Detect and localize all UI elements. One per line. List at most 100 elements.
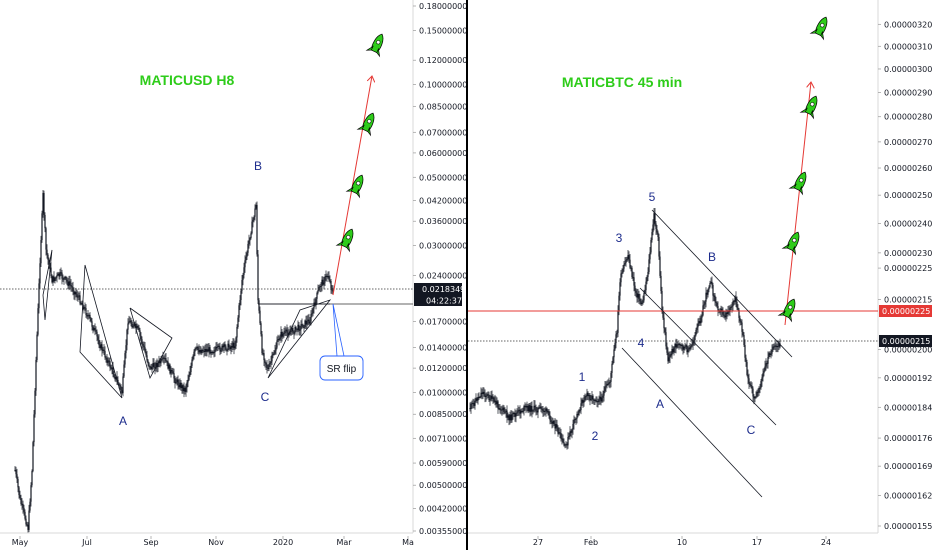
candle-body [89, 315, 91, 319]
left-candlestick-series [14, 190, 334, 533]
candle-body [136, 326, 138, 329]
candle-body [625, 260, 627, 264]
candle-body [765, 363, 767, 367]
candle-body [94, 328, 96, 330]
candle-body [153, 363, 155, 368]
left-wave-label-a: A [119, 414, 127, 428]
right-price-axis[interactable]: 0.00000320 0.00000310 0.00000300 0.00000290… [878, 20, 932, 531]
x-tick-label: Mar [336, 538, 352, 547]
right-resistance-tag [879, 305, 932, 317]
candle-body [540, 406, 542, 409]
candle-body [577, 413, 579, 415]
candle-body [606, 383, 608, 386]
candle-body [102, 349, 104, 351]
candle-body [678, 343, 680, 345]
candle-body [185, 387, 187, 392]
candle-body [532, 410, 534, 412]
candle-body [161, 358, 163, 360]
candle-body [39, 263, 41, 284]
right-wave-label-a: A [656, 397, 664, 411]
candle-body [749, 383, 751, 386]
candle-body [214, 349, 216, 353]
candle-body [552, 421, 554, 424]
candle-body [235, 337, 237, 347]
candle-body [23, 507, 25, 512]
candle-body [695, 329, 697, 336]
candle-body [682, 345, 684, 350]
candle-body [667, 352, 669, 362]
right-chart-title: MATICBTC 45 min [562, 74, 682, 90]
candle-body [27, 524, 29, 530]
candle-body [150, 366, 152, 370]
candle-body [541, 408, 543, 410]
candle-body [485, 396, 487, 398]
candle-body [725, 312, 727, 318]
candle-body [497, 401, 499, 409]
candle-body [659, 256, 661, 276]
candle-body [495, 400, 497, 405]
candle-body [73, 291, 75, 295]
candle-body [200, 350, 202, 353]
candle-body [635, 290, 637, 293]
candle-body [224, 344, 226, 347]
x-tick-label: Sep [143, 538, 158, 547]
candle-body [291, 328, 293, 332]
candle-body [25, 518, 27, 525]
candle-body [534, 405, 536, 408]
candle-body [507, 415, 509, 418]
candle-body [42, 193, 44, 214]
candle-body [126, 329, 128, 346]
right-time-axis[interactable]: 27 Feb 10 17 24 [533, 536, 831, 547]
candle-body [123, 364, 125, 377]
candle-body [14, 469, 16, 471]
candle-body [81, 303, 83, 305]
y-tick-label: 0.00000310 [884, 42, 932, 51]
candle-body [167, 361, 169, 369]
candle-body [583, 400, 585, 403]
candle-body [243, 267, 245, 275]
candle-body [626, 258, 628, 261]
candle-body [265, 362, 267, 365]
candle-body [68, 281, 70, 286]
left-time-axis[interactable]: May Jul Sep Nov 2020 Mar Ma [12, 536, 414, 547]
panel-divider [466, 0, 468, 550]
candle-body [298, 324, 300, 331]
candle-body [58, 273, 60, 277]
candle-body [190, 365, 192, 373]
candle-body [125, 345, 127, 354]
candle-body [208, 347, 210, 352]
candle-body [104, 350, 106, 358]
candle-body [16, 474, 18, 480]
candle-body [743, 335, 745, 346]
candle-body [739, 317, 741, 322]
candle-body [707, 289, 709, 295]
left-price-axis[interactable]: 0.18000000 0.15000000 0.12000000 0.10000000… [413, 2, 467, 536]
candle-body [481, 392, 483, 394]
candle-body [505, 410, 507, 412]
candle-body [753, 396, 755, 399]
candle-body [654, 213, 656, 224]
candle-body [660, 275, 662, 291]
candle-body [740, 321, 742, 323]
candle-body [607, 383, 609, 385]
candle-body [544, 410, 546, 412]
candle-body [307, 319, 309, 321]
candle-body [117, 379, 119, 384]
candle-body [474, 401, 476, 406]
candle-body [527, 405, 529, 412]
candle-body [543, 410, 545, 412]
right-wave-label-b: B [708, 250, 716, 264]
right-last-price-tag [879, 335, 932, 347]
candle-body [622, 268, 624, 273]
candle-body [163, 357, 165, 359]
y-tick-label: 0.00420000 [419, 505, 467, 514]
y-tick-label: 0.06000000 [419, 149, 467, 158]
candle-body [177, 379, 179, 385]
candle-body [146, 355, 148, 361]
candle-body [736, 302, 738, 308]
candle-body [630, 267, 632, 269]
candle-body [730, 307, 732, 309]
candle-body [98, 339, 100, 346]
candle-body [310, 314, 312, 322]
candle-body [663, 317, 665, 329]
